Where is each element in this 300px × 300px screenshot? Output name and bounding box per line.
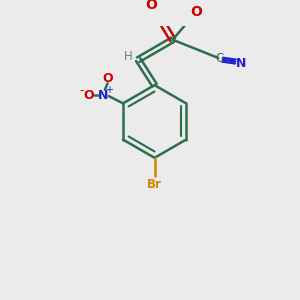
Text: -: - <box>79 84 83 97</box>
Text: N: N <box>236 57 246 70</box>
Text: Br: Br <box>147 178 162 191</box>
Text: O: O <box>190 5 202 20</box>
Text: H: H <box>124 50 133 63</box>
Text: N: N <box>98 88 108 102</box>
Text: O: O <box>83 88 94 102</box>
Text: C: C <box>215 52 223 65</box>
Text: O: O <box>145 0 157 12</box>
Text: O: O <box>102 72 113 85</box>
Text: +: + <box>104 85 112 95</box>
